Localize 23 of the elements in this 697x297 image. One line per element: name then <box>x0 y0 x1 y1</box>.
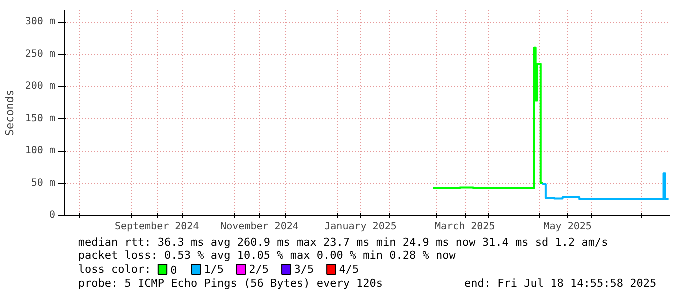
y-tick-label: 0 <box>49 210 56 221</box>
text: end: Fri Jul 18 14:55:58 2025 <box>464 277 657 290</box>
x-tick-label: March 2025 <box>435 222 496 232</box>
legend-label: 3/5 <box>294 263 314 276</box>
legend-label: 2/5 <box>249 263 270 276</box>
y-tick-label: 50 m <box>31 178 56 189</box>
x-tick-label: January 2025 <box>324 222 397 232</box>
legend-label: 4/5 <box>339 263 360 276</box>
y-tick-label: 150 m <box>25 113 56 124</box>
y-axis-title: Seconds <box>3 90 16 136</box>
legend-label: 1/5 <box>204 263 224 276</box>
legend-title: loss color: <box>78 263 152 276</box>
y-tick-label: 200 m <box>25 81 56 92</box>
x-tick-label: May 2025 <box>544 222 592 232</box>
text: median rtt: 36.3 ms avg 260.9 ms max 23.7 ms min 24.9 ms now 31.4 ms sd 1.2 am/s <box>78 236 608 249</box>
text: probe: 5 ICMP Echo Pings (56 Bytes) every 120s <box>78 277 384 290</box>
y-tick-label: 250 m <box>25 48 56 60</box>
text: packet loss: 0.53 % avg 10.05 % max 0.00 % min 0.28 % now <box>78 249 456 262</box>
y-tick-label: 100 m <box>25 146 56 157</box>
x-tick-label: September 2024 <box>114 222 200 232</box>
y-tick-label: 300 m <box>25 16 56 28</box>
legend-label: 0 <box>170 264 178 277</box>
x-tick-label: November 2024 <box>220 222 299 232</box>
